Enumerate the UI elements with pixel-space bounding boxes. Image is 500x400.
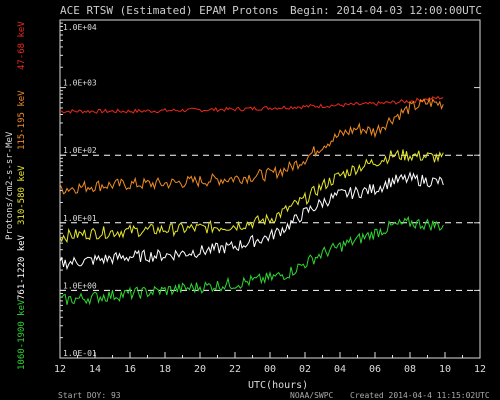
x-axis-title: UTC(hours) xyxy=(248,380,308,391)
series-label-group: 761-1220 keV xyxy=(17,234,27,300)
y-axis-ticks: 1.0E-01 1.0E+00 1.0E+01 1.0E+02 1.0E+03 1.0E+… xyxy=(60,19,480,359)
series-label: 47-68 keV xyxy=(17,21,27,70)
series-label-group: 310-580 keV xyxy=(17,165,27,225)
series-line xyxy=(59,97,444,195)
y-tick-label: 1.0E+02 xyxy=(63,146,97,155)
x-tick-label: 04 xyxy=(334,364,346,375)
series-label-group: 1060-1900 keV xyxy=(17,299,27,370)
x-tick-label: 16 xyxy=(124,364,136,375)
begin-label: Begin: 2014-04-03 12:00:00UTC xyxy=(290,4,482,17)
series-line xyxy=(59,215,444,306)
x-tick-label: 20 xyxy=(194,364,206,375)
x-tick-label: 18 xyxy=(159,364,171,375)
y-tick-label: 1.0E-01 xyxy=(63,349,97,358)
series-labels: 47-68 keV 115-195 keV 310-580 keV 761-1220 … xyxy=(17,21,27,370)
series-label: 761-1220 keV xyxy=(17,234,27,300)
y-tick-label: 1.0E+03 xyxy=(63,79,97,88)
y-tick-label: 1.0E+01 xyxy=(63,214,97,223)
series-label: 1060-1900 keV xyxy=(17,299,27,370)
series-line xyxy=(59,95,444,114)
series-label: 310-580 keV xyxy=(17,165,27,225)
x-tick-label: 12 xyxy=(474,364,486,375)
x-tick-label: 02 xyxy=(299,364,311,375)
y-tick-label: 1.0E+04 xyxy=(63,23,97,32)
x-tick-label: 00 xyxy=(264,364,276,375)
footer-created: Created 2014-04-4 11:15:02UTC xyxy=(350,391,490,400)
x-tick-label: 12 xyxy=(54,364,66,375)
y-axis-title: Protons/cm2-s-sr-MeV xyxy=(5,131,15,240)
series-label-group: 47-68 keV xyxy=(17,21,27,70)
footer-source: NOAA/SWPC xyxy=(290,391,334,400)
y-tick-label: 1.0E+00 xyxy=(63,281,97,290)
x-tick-label: 10 xyxy=(439,364,451,375)
series-line xyxy=(59,171,444,271)
series-label: 115-195 keV xyxy=(17,90,27,150)
y-axis-title-group: Protons/cm2-s-sr-MeV xyxy=(5,131,15,240)
x-tick-label: 06 xyxy=(369,364,381,375)
chart-title: ACE RTSW (Estimated) EPAM Protons xyxy=(60,4,279,17)
x-tick-label: 14 xyxy=(89,364,101,375)
x-tick-label: 22 xyxy=(229,364,241,375)
series-lines xyxy=(59,95,444,306)
footer-start-doy: Start DOY: 93 xyxy=(58,391,121,400)
series-line xyxy=(59,149,444,244)
series-label-group: 115-195 keV xyxy=(17,90,27,150)
x-axis-ticks: 12 14 16 18 20 22 00 02 04 06 08 10 12 xyxy=(54,352,486,375)
x-tick-label: 08 xyxy=(404,364,416,375)
